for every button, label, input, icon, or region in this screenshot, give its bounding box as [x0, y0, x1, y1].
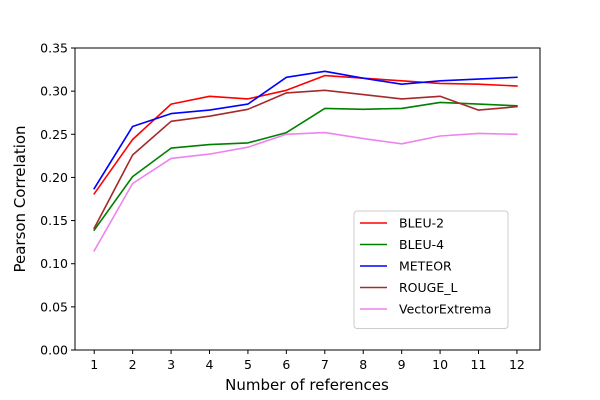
legend-label-bleu-4: BLEU-4	[399, 237, 444, 252]
legend-label-meteor: METEOR	[399, 259, 452, 274]
y-tick-label: 0.30	[40, 84, 68, 99]
legend-label-bleu-2: BLEU-2	[399, 216, 444, 231]
x-tick-label: 9	[398, 357, 406, 372]
plot-layer	[93, 70, 518, 252]
plot-frame	[74, 47, 541, 351]
series-line-meteor	[93, 70, 518, 190]
x-tick-label: 12	[509, 357, 525, 372]
series-line-bleu-2	[93, 74, 518, 195]
y-tick-label: 0.05	[40, 299, 68, 314]
y-tick-label: 0.25	[40, 127, 68, 142]
legend-label-vectorextrema: VectorExtrema	[399, 302, 491, 317]
x-tick-label: 11	[471, 357, 487, 372]
axes-layer: 1 2 3 4 5 6 7 8 9 10 11 120.000.050.100.150.200.250…	[40, 41, 541, 372]
x-tick-label: 7	[321, 357, 329, 372]
y-tick-label: 0.20	[40, 170, 68, 185]
x-tick-label: 4	[206, 357, 214, 372]
x-tick-label: 8	[359, 357, 367, 372]
series-line-vectorextrema	[93, 131, 518, 252]
x-tick-label: 2	[129, 357, 137, 372]
legend-box	[353, 210, 509, 329]
y-tick-label: 0.35	[40, 41, 68, 56]
y-axis-label: Pearson Correlation	[11, 125, 29, 272]
series-line-rouge-l	[93, 89, 518, 230]
series-line-bleu-4	[93, 101, 518, 232]
legend-label-rouge-l: ROUGE_L	[399, 280, 458, 295]
y-tick-label: 0.15	[40, 213, 68, 228]
x-tick-label: 1	[90, 357, 98, 372]
x-axis-label: Number of references	[225, 376, 389, 394]
y-tick-label: 0.00	[40, 343, 68, 358]
legend: BLEU-2 BLEU-4 METEOR ROUGE_L VectorExtrema	[353, 210, 509, 329]
y-tick-label: 0.10	[40, 256, 68, 271]
x-tick-label: 3	[167, 357, 175, 372]
x-tick-label: 10	[432, 357, 448, 372]
x-tick-label: 5	[244, 357, 252, 372]
x-tick-label: 6	[282, 357, 290, 372]
